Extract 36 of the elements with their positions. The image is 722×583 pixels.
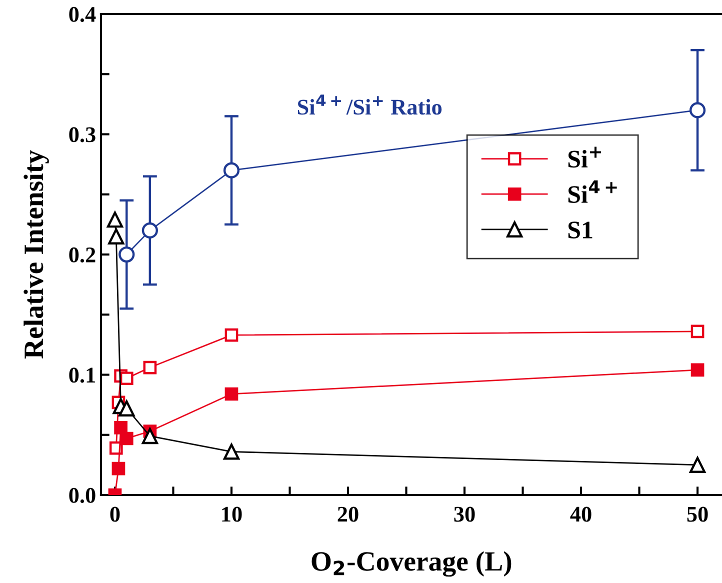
point [120, 372, 134, 386]
y-tick-label: 0.4 [69, 6, 96, 22]
y-tick-label: 0.2 [69, 247, 96, 263]
x-tick-label: 10 [222, 506, 242, 522]
point [689, 102, 706, 118]
x-tick-label: 40 [570, 506, 592, 522]
point [106, 212, 124, 228]
point [112, 462, 126, 476]
y-tick-label: 0.3 [69, 127, 96, 142]
x-axis-title: O$_{2}$-Coverage (L) [312, 551, 512, 577]
point [223, 162, 240, 178]
point [118, 246, 135, 263]
point [224, 328, 238, 342]
point [143, 360, 157, 374]
x-tick-label: 30 [454, 506, 475, 522]
y-tick-label: 0.0 [69, 488, 96, 504]
point [689, 456, 706, 473]
point [118, 400, 135, 416]
y-axis-title: Relative Intensity [24, 150, 49, 359]
point [142, 222, 158, 239]
x-tick-label: 50 [687, 506, 708, 522]
legend-label: Si$^{4+}$ [568, 180, 617, 203]
x-tick-label: 20 [338, 506, 358, 522]
series-label: Si$^{4+}$/Si$^{+}$ Ratio [298, 94, 442, 115]
point [142, 428, 158, 444]
x-tick-label: 0 [110, 506, 120, 522]
point [114, 420, 128, 434]
legend-label: S1 [568, 222, 592, 238]
legend-label: Si$^{+}$ [568, 146, 601, 168]
y-tick-label: 0.1 [69, 368, 95, 383]
point [108, 228, 124, 245]
point [224, 387, 238, 401]
point [120, 432, 134, 446]
point [690, 324, 704, 338]
point [690, 363, 704, 377]
point [223, 444, 240, 460]
